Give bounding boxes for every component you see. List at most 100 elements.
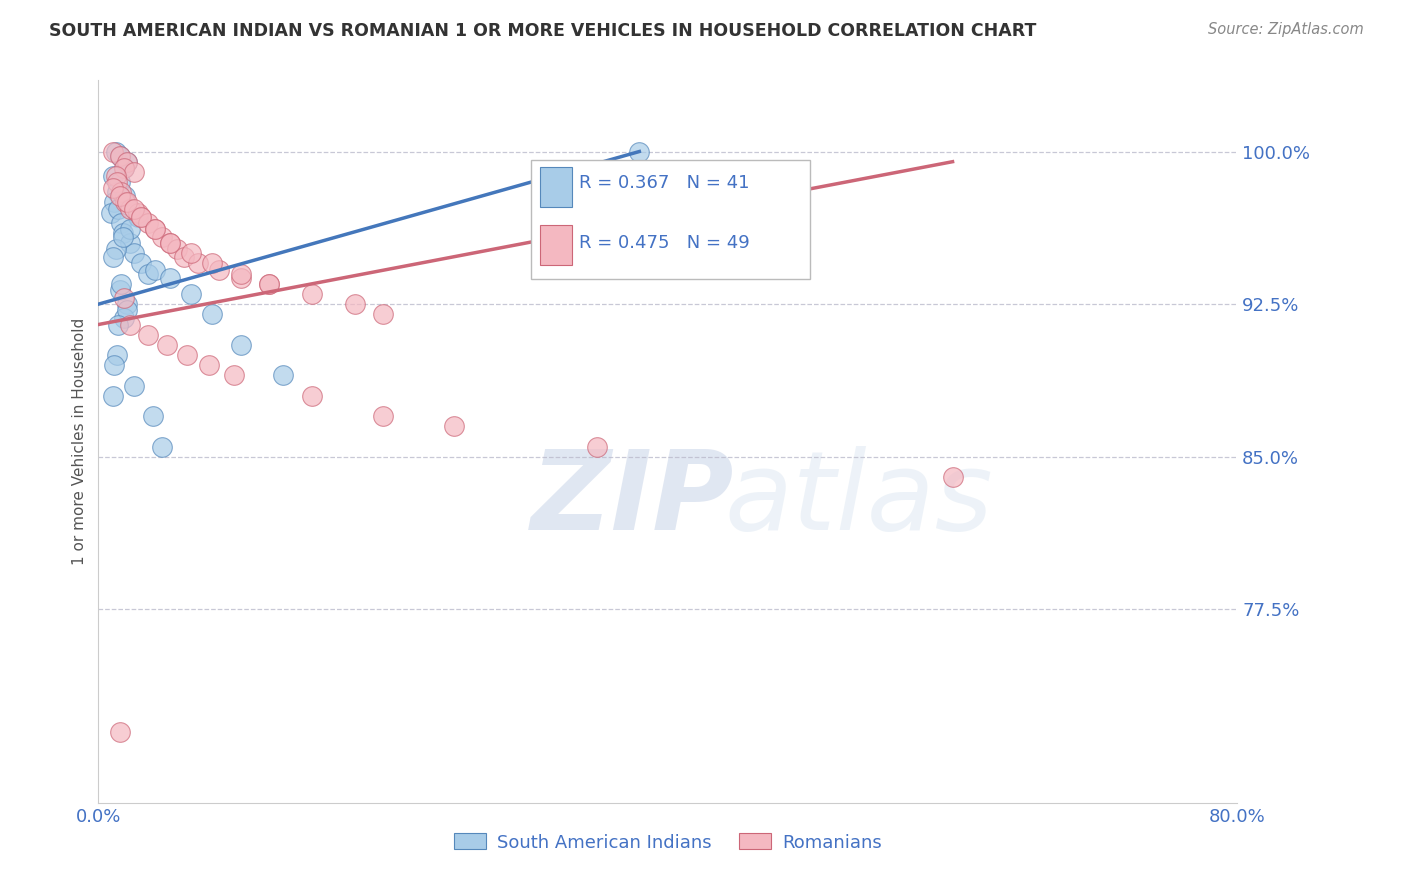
- Point: [122, 378, 145, 392]
- Legend: South American Indians, Romanians: South American Indians, Romanians: [447, 826, 889, 859]
- Text: ZIP: ZIP: [531, 446, 735, 553]
- Point: [108, 189, 131, 203]
- Point: [129, 210, 152, 224]
- Point: [110, 277, 132, 291]
- Point: [122, 165, 145, 179]
- Point: [229, 267, 252, 281]
- Point: [152, 230, 174, 244]
- Point: [105, 348, 128, 362]
- Point: [201, 256, 224, 270]
- Point: [111, 226, 134, 240]
- Point: [108, 175, 131, 189]
- Point: [107, 318, 129, 332]
- Point: [301, 389, 323, 403]
- Point: [628, 145, 651, 159]
- Point: [229, 338, 252, 352]
- Y-axis label: 1 or more Vehicles in Household: 1 or more Vehicles in Household: [72, 318, 87, 566]
- Point: [259, 277, 281, 291]
- Point: [371, 307, 394, 321]
- Point: [118, 236, 141, 251]
- Point: [112, 161, 135, 175]
- Point: [115, 154, 138, 169]
- Point: [100, 205, 122, 219]
- Point: [114, 195, 136, 210]
- Point: [208, 262, 231, 277]
- Point: [145, 222, 167, 236]
- Point: [201, 307, 224, 321]
- Point: [129, 210, 152, 224]
- Point: [136, 327, 159, 342]
- Point: [107, 202, 129, 216]
- Point: [108, 724, 131, 739]
- Point: [129, 256, 152, 270]
- Point: [118, 222, 141, 236]
- Point: [585, 440, 607, 454]
- Point: [145, 222, 167, 236]
- Point: [110, 185, 132, 199]
- Text: atlas: atlas: [725, 446, 994, 553]
- Point: [115, 297, 138, 311]
- Point: [104, 145, 127, 159]
- Point: [110, 216, 132, 230]
- Point: [127, 205, 149, 219]
- Point: [115, 154, 138, 169]
- Point: [371, 409, 394, 423]
- Point: [101, 181, 124, 195]
- Point: [443, 419, 465, 434]
- Text: R = 0.475   N = 49: R = 0.475 N = 49: [579, 234, 749, 252]
- Point: [136, 267, 159, 281]
- Point: [259, 277, 281, 291]
- Point: [103, 195, 125, 210]
- Point: [136, 216, 159, 230]
- Point: [103, 358, 125, 372]
- Point: [229, 270, 252, 285]
- Text: SOUTH AMERICAN INDIAN VS ROMANIAN 1 OR MORE VEHICLES IN HOUSEHOLD CORRELATION CH: SOUTH AMERICAN INDIAN VS ROMANIAN 1 OR M…: [49, 22, 1036, 40]
- Point: [141, 409, 163, 423]
- Point: [942, 470, 965, 484]
- Point: [118, 318, 141, 332]
- Point: [114, 189, 136, 203]
- Point: [198, 358, 221, 372]
- Point: [112, 311, 135, 326]
- Point: [101, 251, 124, 265]
- Point: [104, 242, 127, 256]
- Point: [111, 230, 134, 244]
- Point: [180, 287, 202, 301]
- Point: [108, 148, 131, 162]
- Point: [101, 389, 124, 403]
- Point: [166, 242, 188, 256]
- Text: Source: ZipAtlas.com: Source: ZipAtlas.com: [1208, 22, 1364, 37]
- Point: [108, 283, 131, 297]
- Point: [105, 175, 128, 189]
- Point: [156, 338, 179, 352]
- Point: [101, 169, 124, 183]
- Point: [273, 368, 295, 383]
- Point: [101, 145, 124, 159]
- Point: [222, 368, 245, 383]
- Point: [176, 348, 198, 362]
- Point: [159, 270, 181, 285]
- Point: [173, 251, 195, 265]
- Point: [301, 287, 323, 301]
- Point: [159, 236, 181, 251]
- Point: [115, 195, 138, 210]
- Point: [115, 303, 138, 318]
- Point: [118, 202, 141, 216]
- Point: [105, 185, 128, 199]
- Point: [180, 246, 202, 260]
- Text: R = 0.367   N = 41: R = 0.367 N = 41: [579, 174, 749, 192]
- Point: [152, 440, 174, 454]
- Point: [112, 161, 135, 175]
- Point: [343, 297, 366, 311]
- Point: [127, 210, 149, 224]
- FancyBboxPatch shape: [540, 167, 572, 207]
- Point: [145, 262, 167, 277]
- Point: [112, 291, 135, 305]
- FancyBboxPatch shape: [531, 160, 810, 279]
- FancyBboxPatch shape: [540, 225, 572, 265]
- Point: [122, 202, 145, 216]
- Point: [122, 246, 145, 260]
- Point: [187, 256, 209, 270]
- Point: [108, 148, 131, 162]
- Point: [159, 236, 181, 251]
